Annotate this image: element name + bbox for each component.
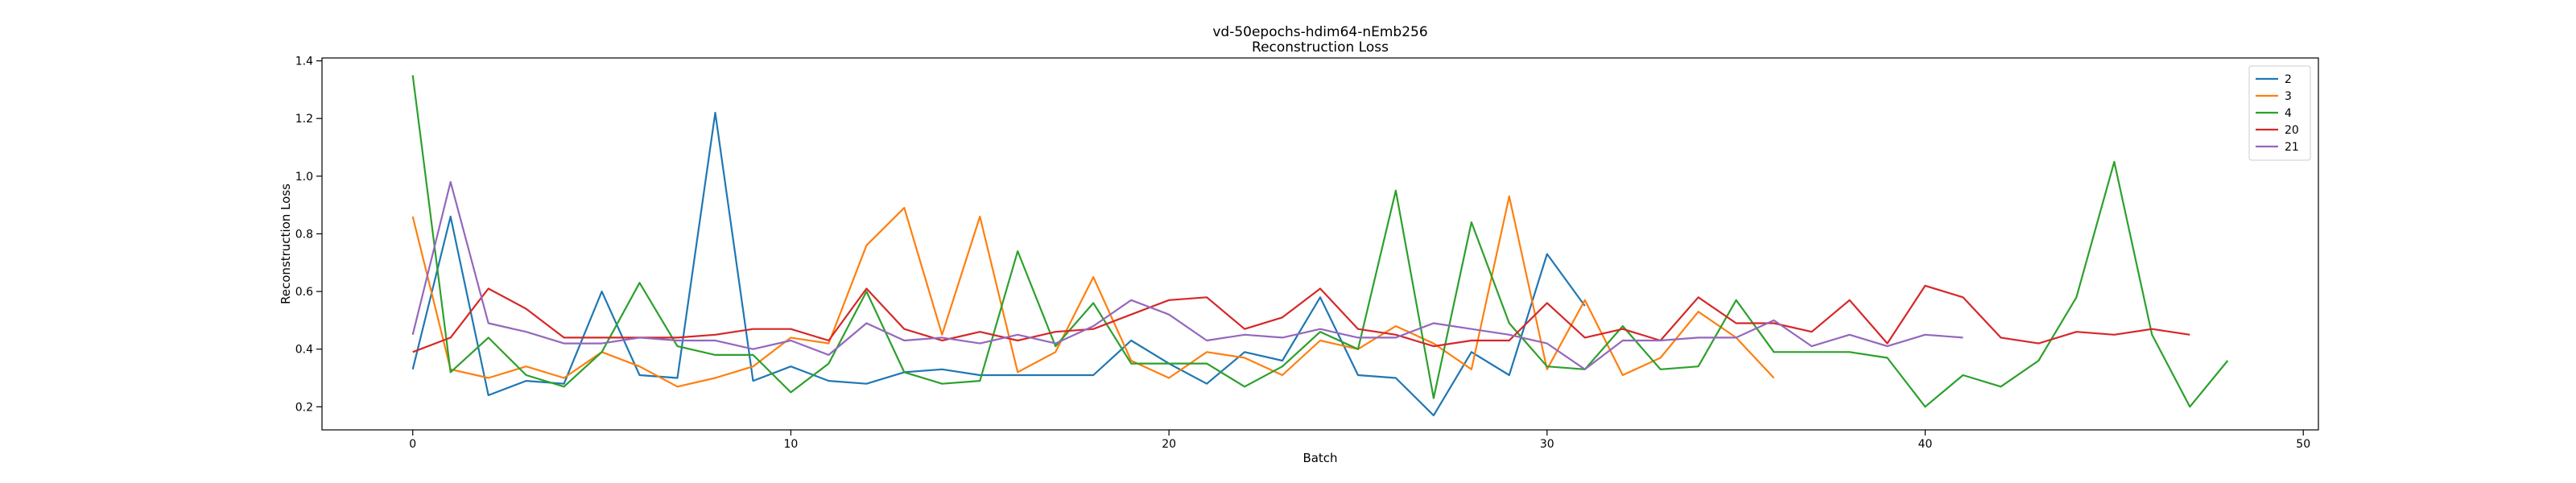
- y-axis-label: Reconstruction Loss: [279, 184, 293, 304]
- chart-title: vd-50epochs-hdim64-nEmb256: [1212, 24, 1427, 40]
- legend-label-2: 2: [2285, 73, 2292, 86]
- x-tick-label: 10: [784, 438, 799, 451]
- x-tick-label: 0: [409, 438, 416, 451]
- series-line-21: [411, 180, 1963, 370]
- series-line-2: [411, 111, 1586, 417]
- y-tick-label: 1.4: [295, 56, 313, 68]
- x-axis-label: Batch: [1302, 451, 1337, 465]
- x-axis: 0 10 20 30 40 50: [409, 430, 2310, 451]
- series-line-3: [411, 195, 1775, 388]
- y-tick-label: 0.2: [295, 401, 313, 414]
- y-tick-label: 0.8: [295, 228, 313, 241]
- series-line-20: [412, 284, 2190, 353]
- y-tick-label: 0.4: [295, 344, 313, 357]
- x-tick-label: 20: [1162, 438, 1176, 451]
- y-tick-label: 1.0: [295, 171, 313, 184]
- legend-label-3: 3: [2285, 90, 2292, 103]
- y-axis: 0.2 0.4 0.6 0.8 1.0 1.2 1.4: [295, 56, 322, 414]
- plot-frame: [321, 57, 2319, 431]
- plot-area: [411, 75, 2229, 417]
- legend: 2 3 4 20 21: [2248, 65, 2311, 161]
- y-tick-label: 0.6: [295, 286, 313, 299]
- series-line-4: [411, 75, 2229, 408]
- legend-label-21: 21: [2285, 141, 2299, 154]
- x-tick-label: 50: [2296, 438, 2310, 451]
- legend-box: [2248, 65, 2311, 161]
- y-tick-label: 1.2: [295, 113, 313, 126]
- chart-subtitle: Reconstruction Loss: [1252, 39, 1389, 56]
- legend-label-20: 20: [2285, 124, 2299, 137]
- x-tick-label: 30: [1540, 438, 1554, 451]
- x-tick-label: 40: [1918, 438, 1933, 451]
- legend-label-4: 4: [2285, 107, 2292, 120]
